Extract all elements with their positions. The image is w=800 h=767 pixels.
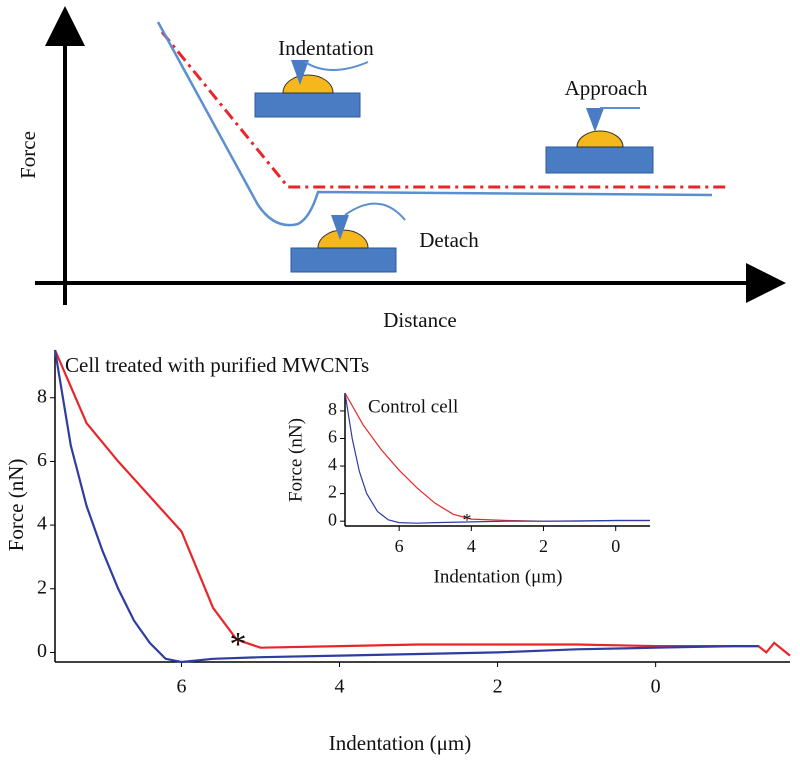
x-axis-label: Indentation (μm) bbox=[329, 731, 471, 755]
curve bbox=[53, 349, 791, 657]
x-tick-label: 4 bbox=[467, 536, 476, 556]
y-tick-label: 2 bbox=[328, 482, 337, 502]
y-axis-label: Force (nN) bbox=[285, 418, 306, 502]
x-tick-label: 0 bbox=[651, 676, 661, 698]
y-tick-label: 6 bbox=[328, 427, 337, 447]
approach-curve bbox=[160, 31, 730, 189]
schematic: Force Distance Indentation Approach Deta… bbox=[16, 6, 786, 332]
x-tick-label: 2 bbox=[539, 536, 548, 556]
chart-title: Control cell bbox=[368, 396, 458, 417]
y-tick-label: 0 bbox=[37, 640, 47, 662]
annotation: * bbox=[463, 510, 472, 530]
retract-curve bbox=[156, 21, 713, 227]
y-tick-label: 0 bbox=[328, 509, 337, 529]
label: Detach bbox=[419, 228, 479, 252]
y-label: Force bbox=[16, 131, 40, 179]
label: Approach bbox=[565, 76, 648, 100]
x-axis-label: Indentation (μm) bbox=[434, 566, 563, 587]
x-tick-label: 6 bbox=[176, 676, 186, 698]
indent-icon bbox=[254, 60, 369, 118]
x-tick-label: 0 bbox=[611, 536, 620, 556]
x-tick-label: 4 bbox=[335, 676, 345, 698]
y-tick-label: 2 bbox=[37, 576, 47, 598]
y-tick-label: 8 bbox=[37, 385, 47, 407]
annotation: * bbox=[230, 626, 247, 663]
y-axis-label: Force (nN) bbox=[4, 459, 28, 552]
y-tick-label: 6 bbox=[37, 449, 47, 471]
y-tick-label: 4 bbox=[328, 454, 337, 474]
approach-icon bbox=[545, 107, 654, 174]
x-label: Distance bbox=[383, 308, 456, 332]
curve bbox=[344, 392, 650, 524]
curve bbox=[53, 349, 759, 664]
label: Indentation bbox=[278, 36, 374, 60]
y-tick-label: 4 bbox=[37, 513, 47, 535]
x-tick-label: 6 bbox=[395, 536, 404, 556]
chart-title: Cell treated with purified MWCNTs bbox=[65, 353, 369, 377]
x-tick-label: 2 bbox=[493, 676, 503, 698]
detach-icon bbox=[290, 202, 406, 273]
y-tick-label: 8 bbox=[328, 399, 337, 419]
